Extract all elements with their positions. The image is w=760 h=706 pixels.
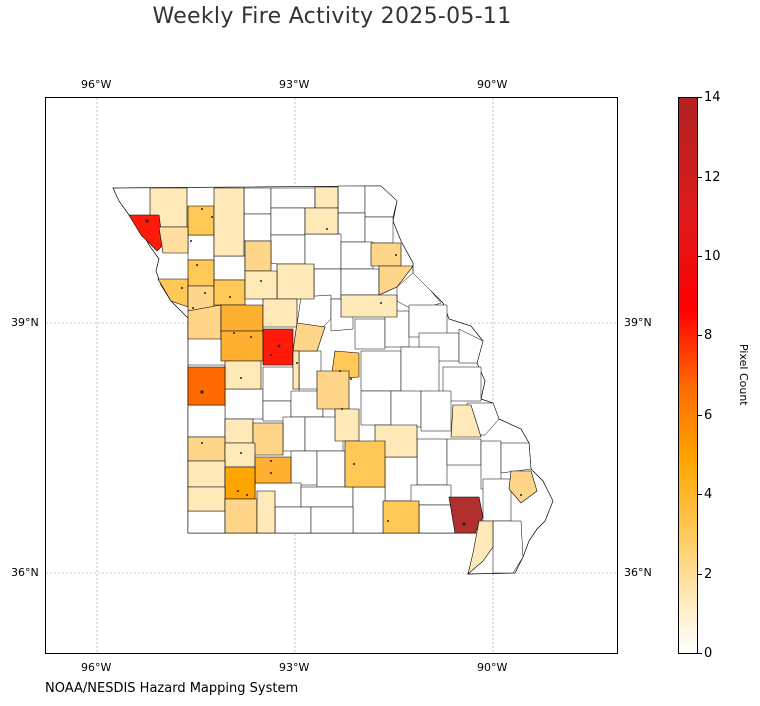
county-fill	[158, 226, 189, 254]
county-fill	[467, 520, 494, 575]
lat-tick-right: 36°N	[624, 566, 652, 579]
county-fill	[187, 486, 226, 512]
county-grid	[187, 185, 532, 574]
map-panel[interactable]	[45, 97, 619, 655]
lon-tick-bottom: 93°W	[279, 661, 310, 674]
colorbar	[678, 97, 698, 654]
county-fill	[262, 298, 298, 328]
colorbar-tick-mark	[698, 653, 702, 654]
county-fill	[316, 370, 350, 410]
lon-tick-bottom: 90°W	[477, 661, 508, 674]
colorbar-tick-mark	[698, 335, 702, 336]
county-fill	[128, 214, 164, 252]
county-fill	[334, 408, 360, 442]
colorbar-tick-mark	[698, 256, 702, 257]
colorbar-tick-label: 0	[704, 646, 713, 661]
colorbar-tick-label: 14	[704, 90, 721, 105]
colorbar-tick-mark	[698, 97, 702, 98]
colorbar-tick-label: 6	[704, 408, 713, 423]
county-fill	[220, 304, 264, 332]
lat-tick-right: 39°N	[624, 316, 652, 329]
fire-points	[145, 208, 522, 526]
county-fill	[224, 418, 254, 444]
county-fill	[340, 294, 398, 318]
lon-tick-top: 93°W	[279, 78, 310, 91]
colorbar-label: Pixel Count	[737, 344, 750, 406]
county-fill	[256, 490, 276, 534]
county-fill	[224, 498, 258, 534]
county-fill	[304, 207, 339, 235]
lat-tick-left: 39°N	[11, 316, 39, 329]
colorbar-tick-mark	[698, 574, 702, 575]
county-fill	[224, 360, 262, 390]
county-fill	[213, 187, 245, 257]
county-fill	[224, 466, 256, 500]
county-fill	[344, 440, 386, 488]
county-fill	[292, 322, 326, 352]
colorbar-tick-mark	[698, 415, 702, 416]
county-fill	[508, 470, 538, 504]
county-fill	[244, 240, 272, 272]
map-title: Weekly Fire Activity 2025-05-11	[152, 4, 512, 29]
county-fill	[187, 259, 215, 287]
county-fill	[187, 436, 226, 462]
county-fill	[252, 422, 284, 456]
lon-tick-top: 96°W	[81, 78, 112, 91]
lon-tick-bottom: 96°W	[81, 661, 112, 674]
county-fill	[254, 456, 292, 484]
lon-tick-top: 90°W	[477, 78, 508, 91]
county-fill	[292, 350, 300, 390]
colorbar-tick-mark	[698, 177, 702, 178]
colorbar-tick-label: 4	[704, 487, 713, 502]
missouri-map	[46, 98, 619, 655]
county-fill	[262, 328, 294, 366]
county-fill	[450, 404, 482, 438]
colorbar-tick-label: 2	[704, 567, 713, 582]
county-fill	[187, 205, 215, 236]
county-fill	[213, 279, 246, 306]
county-fill	[187, 460, 226, 488]
county-fill	[224, 442, 256, 468]
county-fill	[187, 304, 222, 340]
county-fill	[314, 186, 339, 209]
county-fill	[220, 330, 264, 362]
source-credit: NOAA/NESDIS Hazard Mapping System	[45, 681, 299, 696]
fire-counties	[128, 186, 538, 575]
county-fill	[382, 500, 420, 534]
county-fill	[187, 366, 226, 406]
colorbar-tick-label: 8	[704, 328, 713, 343]
colorbar-tick-label: 10	[704, 249, 721, 264]
county-fill	[276, 263, 315, 300]
colorbar-tick-label: 12	[704, 170, 721, 185]
county-fill	[244, 270, 278, 300]
county-fill	[378, 265, 414, 296]
lat-tick-left: 36°N	[11, 566, 39, 579]
colorbar-tick-mark	[698, 494, 702, 495]
